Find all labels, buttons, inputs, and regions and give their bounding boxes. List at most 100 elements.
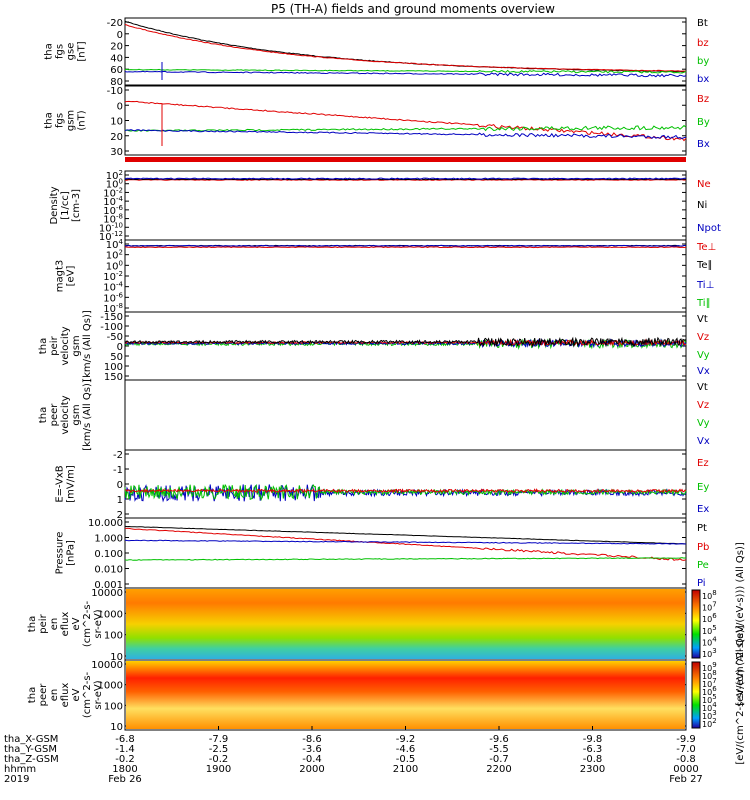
x-date-label: Feb 27: [669, 774, 703, 785]
trace-pb: [125, 527, 687, 561]
y-tick-label: 0: [117, 30, 123, 41]
legend-pb: Pb: [697, 542, 709, 553]
y-axis-label: thapeervelocitygsm[km/s (All Qs)]: [38, 379, 93, 451]
y-tick-label: 0.010: [94, 565, 123, 576]
x-tick-label: -8.6: [302, 734, 322, 745]
y-tick-label: -50: [107, 332, 123, 343]
plot-frame: [124, 379, 687, 451]
colorbar-tick-label: 104: [702, 701, 717, 713]
plot-frame: [124, 239, 687, 313]
trace-bz: [124, 23, 687, 72]
y-tick-label: 40: [110, 53, 123, 64]
x-tick-label: -0.2: [209, 754, 229, 765]
y-tick-label: 10: [110, 652, 123, 663]
plot-frame: [124, 517, 687, 589]
y-axis-label: E=-VxB[mV/m]: [55, 465, 77, 503]
trace-ex: [124, 484, 687, 503]
y-tick-label: 60: [110, 65, 123, 76]
colorbar-tick-label: 106: [702, 685, 717, 697]
trace-npot: [124, 177, 686, 180]
legend-vx: Vx: [697, 436, 710, 447]
y-tick-label: -150: [100, 312, 123, 323]
colorbar-tick-label: 103: [702, 709, 717, 721]
y-tick-label: 100: [106, 178, 123, 191]
plot-frame: [124, 311, 687, 381]
legend-ne: Ne: [697, 179, 711, 190]
y-tick-label: 20: [110, 42, 123, 53]
y-axis-label: thafgsgse[nT]: [44, 41, 88, 61]
x-row-label: 2019: [4, 774, 29, 785]
y-tick-label: 10-2: [103, 270, 123, 283]
x-tick-label: -0.4: [302, 754, 322, 765]
x-tick-label: -5.5: [489, 744, 509, 755]
x-tick-label: -3.6: [302, 744, 322, 755]
legend-ex: Ex: [697, 504, 709, 515]
y-tick-label: 10-8: [103, 213, 123, 226]
spectrogram: [126, 661, 685, 729]
colorbar-label: [eV/(cm^2-s-sr-eV) (All Qs)]: [735, 625, 746, 764]
legend-ti: Ti⊥: [696, 280, 714, 291]
colorbar-tick-label: 108: [702, 589, 717, 601]
y-tick-label: 10000: [91, 660, 123, 671]
trace-by: [124, 68, 687, 74]
y-tick-label: 10: [110, 722, 123, 733]
x-tick-label: 1900: [206, 764, 231, 775]
x-tick-label: -0.8: [583, 754, 603, 765]
x-tick-label: -0.2: [115, 754, 135, 765]
y-tick-label: 20: [110, 132, 123, 143]
x-tick-label: 2100: [393, 764, 418, 775]
trace-te-perp: [124, 246, 687, 249]
y-tick-label: 1000: [98, 681, 123, 692]
legend-ez: Ez: [697, 458, 709, 469]
x-axis-labels: tha_X-GSMtha_Y-GSMtha_Z-GSMhhmm2019-6.8-…: [4, 726, 703, 785]
y-tick-label: 100: [106, 259, 123, 272]
y-axis-label: thafgsgsm(nT): [44, 110, 88, 131]
colorbar-tick-label: 109: [702, 661, 717, 673]
colorbar-tick-label: 102: [702, 717, 717, 729]
y-tick-label: 2: [117, 510, 123, 521]
panel-peer_eflux: 10000 1000 100 10 thapeerenefluxeV(cm^2-s-sr…: [27, 625, 746, 764]
y-tick-label: 10-12: [99, 230, 123, 243]
panels: -20020406080thafgsgse[nT]Btbzbybx-100102…: [27, 17, 746, 765]
colorbar-label: [eV/(cm^2-s(eV/(eV-s))) (All Qs)]: [735, 542, 746, 706]
y-tick-label: -1: [113, 465, 123, 476]
trace-ti-perp: [124, 244, 687, 247]
x-tick-label: 2000: [299, 764, 324, 775]
y-tick-label: 10-6: [103, 291, 123, 304]
y-axis-label: thapeerenefluxeV(cm^2-s-sr-eV): [27, 671, 104, 718]
x-tick-label: -6.3: [583, 744, 603, 755]
trace-ez: [124, 488, 687, 494]
legend-vz: Vz: [697, 400, 709, 411]
y-axis-label: thapeirenefluxeV(cm^2-s-sr-eV): [27, 600, 104, 647]
legend-npot: Npot: [697, 223, 721, 234]
legend-te: Te⊥: [696, 242, 716, 253]
colorbar-tick-label: 106: [702, 612, 717, 624]
colorbar-tick-label: 107: [702, 677, 717, 689]
legend-by: By: [697, 117, 710, 128]
y-tick-label: -2: [113, 450, 123, 461]
y-tick-label: 80: [110, 77, 123, 88]
y-tick-label: 10: [110, 117, 123, 128]
y-tick-label: 10-4: [103, 195, 123, 208]
spectrogram: [126, 589, 685, 659]
y-tick-label: 100: [104, 362, 123, 373]
legend-pt: Pt: [697, 523, 707, 534]
y-tick-label: 0: [117, 342, 123, 353]
trace-pe: [124, 557, 687, 561]
colorbar-tick-label: 105: [702, 624, 717, 636]
x-row-label: tha_Y-GSM: [4, 744, 57, 755]
y-tick-label: 1000: [98, 609, 123, 620]
colorbar-tick-label: 105: [702, 693, 717, 705]
x-tick-label: -4.6: [396, 744, 416, 755]
legend-by: by: [697, 56, 709, 67]
x-row-label: tha_X-GSM: [4, 734, 58, 745]
plot-frame: [124, 449, 687, 519]
x-row-label: tha_Z-GSM: [4, 754, 59, 765]
x-tick-label: -9.6: [489, 734, 509, 745]
panel-pressure: 10.000 1.000 0.100 0.010 0.001 Pressure[nPa] P…: [55, 517, 709, 591]
legend-bz: Bz: [697, 94, 709, 105]
panel-peer_velocity: thapeervelocitygsm[km/s (All Qs)] Vt Vz Vy V…: [38, 379, 710, 451]
